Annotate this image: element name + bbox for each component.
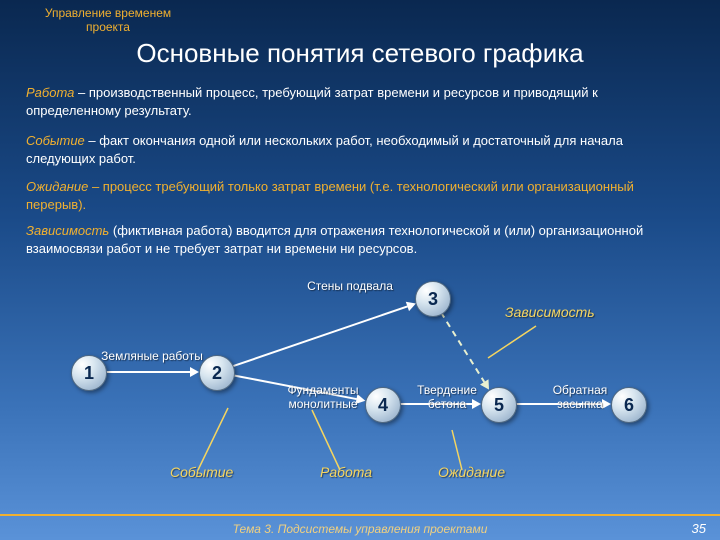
topic-label: Управление временемпроекта (28, 6, 188, 35)
definition-dependency: Зависимость (фиктивная работа) вводится … (26, 222, 690, 257)
term: Зависимость (26, 223, 109, 238)
legend-label: Ожидание (438, 464, 505, 480)
legend-label: Зависимость (505, 304, 595, 320)
term-body: – факт окончания одной или нескольких ра… (26, 133, 623, 166)
edge-label: Земляные работы (82, 350, 222, 364)
footer-text: Тема 3. Подсистемы управления проектами (0, 522, 720, 536)
edge-label: Обратнаязасыпка (535, 384, 625, 412)
definition-waiting: Ожидание – процесс требующий только затр… (26, 178, 690, 213)
legend-label: Событие (170, 464, 233, 480)
edge-label: Стены подвала (280, 280, 420, 294)
term: Ожидание (26, 179, 88, 194)
term-body: – процесс требующий только затрат времен… (26, 179, 634, 212)
legend-label: Работа (320, 464, 372, 480)
network-diagram: 123456Земляные работыСтены подвалаФундам… (0, 280, 720, 500)
term: Работа (26, 85, 74, 100)
term-body: (фиктивная работа) вводится для отражени… (26, 223, 643, 256)
page-number: 35 (692, 521, 706, 536)
definition-event: Событие – факт окончания одной или неско… (26, 132, 690, 167)
term-body: – производственный процесс, требующий за… (26, 85, 598, 118)
edge-label: Твердениебетона (402, 384, 492, 412)
definition-work: Работа – производственный процесс, требу… (26, 84, 690, 119)
edge-label: Фундаментымонолитные (268, 384, 378, 412)
slide-title: Основные понятия сетевого графика (0, 38, 720, 69)
slide: Управление временемпроекта Основные поня… (0, 0, 720, 540)
diagram-node: 3 (415, 281, 451, 317)
term: Событие (26, 133, 85, 148)
